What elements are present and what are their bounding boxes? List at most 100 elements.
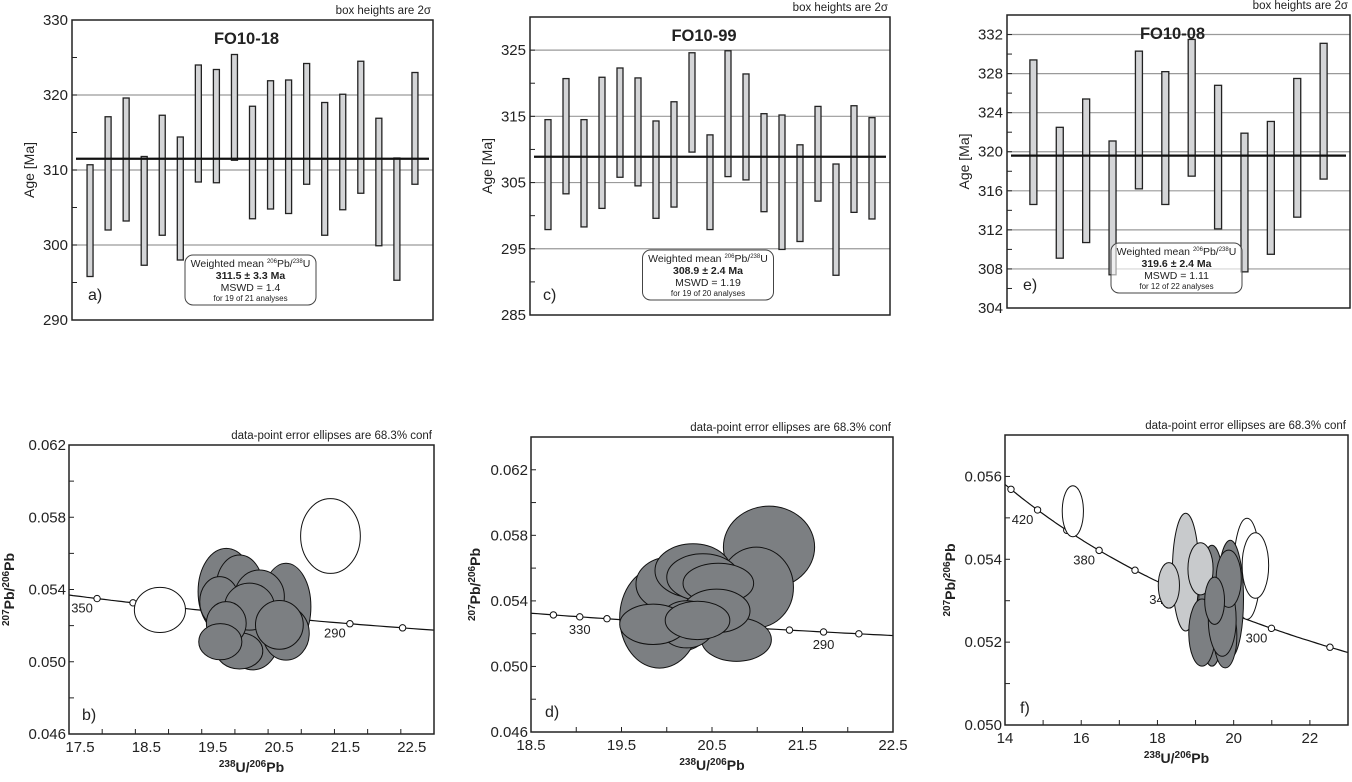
x-tick-label: 16 xyxy=(1073,730,1090,747)
y-tick-label: 0.062 xyxy=(28,437,66,454)
label-part: U xyxy=(303,258,311,270)
age-bar xyxy=(1266,120,1275,255)
label-part: Pb/ xyxy=(277,258,293,270)
weighted-mean-box xyxy=(1110,242,1243,294)
plot-area xyxy=(530,49,890,276)
y-tick-label: 300 xyxy=(43,237,68,254)
label-part: Weighted mean xyxy=(1117,246,1193,258)
plot-area xyxy=(72,53,433,281)
error-ellipse xyxy=(254,600,304,650)
y-tick-label: 0.046 xyxy=(490,724,528,741)
age-bar xyxy=(796,144,804,243)
weighted-mean-label: Weighted mean 206Pb/238U xyxy=(648,253,768,265)
element-symbol: Pb xyxy=(266,759,284,775)
concordia-age-label: 290 xyxy=(813,637,835,652)
age-bar xyxy=(104,116,112,231)
chart-title: FO10-99 xyxy=(671,27,736,45)
weighted-mean-age: 308.9 ± 2.4 Ma xyxy=(673,265,743,277)
y-axis-label: Age [Ma] xyxy=(479,138,495,194)
y-tick-label: 290 xyxy=(43,312,68,329)
y-tick-label: 304 xyxy=(978,300,1003,317)
y-tick-label: 295 xyxy=(501,241,526,258)
x-axis-label: 238U/206Pb xyxy=(219,759,284,775)
age-bar xyxy=(652,120,660,219)
panel-label: a) xyxy=(88,287,102,304)
plot-area: 350330290 xyxy=(69,498,434,671)
concordia-age-marker xyxy=(1326,643,1334,651)
age-bar xyxy=(411,71,419,185)
age-bar xyxy=(1187,38,1196,177)
y-tick-label: 0.052 xyxy=(964,634,1002,651)
age-bar xyxy=(194,64,203,183)
mswd-value: MSWD = 1.19 xyxy=(675,277,741,289)
age-bar xyxy=(868,117,876,220)
age-bar xyxy=(1082,98,1091,244)
age-bar xyxy=(375,117,383,247)
y-tick-label: 0.054 xyxy=(28,582,66,599)
age-bar xyxy=(1240,132,1249,273)
plot-frame xyxy=(71,19,434,321)
concordia-age-label: 380 xyxy=(1073,552,1095,567)
x-tick-label: 18 xyxy=(1149,730,1166,747)
error-ellipse xyxy=(1204,576,1226,625)
panel-f: 420380340300data-point error ellipses ar… xyxy=(942,420,1349,766)
concordia-age-marker xyxy=(398,624,407,632)
y-tick-label: 320 xyxy=(43,87,68,104)
chart-note: box heights are 2σ xyxy=(1253,0,1348,12)
weighted-mean-box xyxy=(642,249,774,301)
label-part: Pb/ xyxy=(1203,246,1219,258)
y-axis-label: Age [Ma] xyxy=(21,142,37,198)
chart-note: data-point error ellipses are 68.3% conf xyxy=(690,422,892,434)
weighted-mean-age: 319.6 ± 2.4 Ma xyxy=(1142,258,1212,270)
chart-note: data-point error ellipses are 68.3% conf xyxy=(231,430,433,442)
concordia-age-marker xyxy=(603,615,611,623)
plot-area xyxy=(1007,33,1350,276)
x-tick-label: 21.5 xyxy=(331,739,360,756)
age-bar xyxy=(339,93,347,211)
age-bar xyxy=(580,118,588,228)
x-axis-label: 238U/206Pb xyxy=(679,757,744,773)
label-part: 238 xyxy=(750,254,761,260)
label-part: 206 xyxy=(724,254,735,260)
age-bar xyxy=(212,68,221,184)
weighted-mean-label: Weighted mean 206Pb/238U xyxy=(1117,246,1237,258)
x-tick-label: 14 xyxy=(997,730,1014,747)
y-tick-label: 0.050 xyxy=(964,717,1002,734)
age-bar xyxy=(724,50,732,178)
age-bar xyxy=(176,136,184,261)
x-tick-label: 20 xyxy=(1225,730,1242,747)
age-bar xyxy=(158,114,166,236)
element-symbol: U/ xyxy=(1161,750,1175,766)
analyses-count: for 12 of 22 analyses xyxy=(1139,282,1213,291)
age-bar xyxy=(140,155,148,266)
label-part: U xyxy=(1229,246,1237,258)
y-tick-label: 308 xyxy=(978,261,1003,278)
concordia-age-label: 290 xyxy=(324,626,346,641)
error-ellipse xyxy=(1187,542,1214,596)
x-tick-label: 19.5 xyxy=(607,737,636,754)
age-bar xyxy=(321,101,329,236)
x-tick-label: 22.5 xyxy=(397,739,426,756)
age-bar xyxy=(284,79,293,215)
element-symbol: Pb/ xyxy=(942,578,958,600)
weighted-mean-age: 311.5 ± 3.3 Ma xyxy=(216,270,286,282)
plot-area: 330 290 xyxy=(531,505,893,669)
element-symbol: Pb xyxy=(942,543,958,561)
plot-frame xyxy=(68,444,435,735)
y-tick-label: 315 xyxy=(501,108,526,125)
mswd-value: MSWD = 1.11 xyxy=(1144,270,1209,282)
y-tick-label: 312 xyxy=(978,222,1003,239)
element-symbol: U/ xyxy=(696,757,710,773)
y-tick-label: 0.056 xyxy=(964,468,1002,485)
label-part: Weighted mean xyxy=(648,253,724,265)
error-ellipse xyxy=(664,600,731,641)
y-tick-label: 0.046 xyxy=(28,726,66,743)
y-tick-label: 0.054 xyxy=(964,551,1002,568)
label-part: 238 xyxy=(293,259,304,265)
age-bar xyxy=(1161,70,1170,206)
age-bar xyxy=(778,114,786,251)
analyses-count: for 19 of 21 analyses xyxy=(213,294,287,303)
isotope-mass: 206 xyxy=(1175,750,1192,761)
age-bar xyxy=(1213,84,1223,230)
